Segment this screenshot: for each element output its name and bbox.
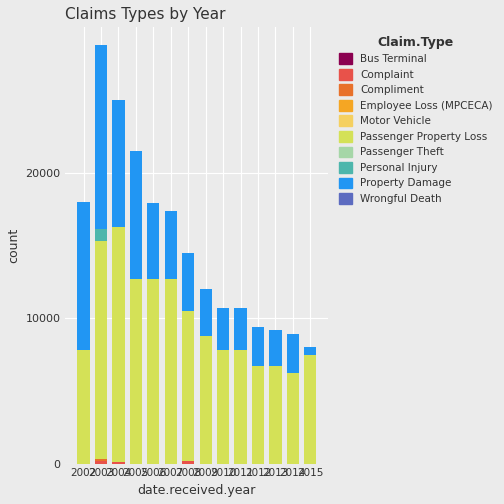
Bar [112,462,124,464]
Bar [269,366,282,464]
Bar [130,279,142,464]
Bar [182,253,195,311]
Bar [252,327,264,366]
Bar [304,354,317,464]
Bar [287,373,299,464]
Bar [304,347,317,354]
Bar [287,334,299,373]
Bar [147,279,159,464]
Legend: Bus Terminal, Complaint, Compliment, Employee Loss (MPCECA), Motor Vehicle, Pass: Bus Terminal, Complaint, Compliment, Emp… [336,32,496,207]
Bar [95,241,107,459]
Bar [200,289,212,336]
Bar [78,202,90,350]
Bar [112,227,124,462]
Bar [147,203,159,279]
Bar [200,336,212,464]
Bar [165,211,177,279]
Y-axis label: count: count [7,228,20,263]
Bar [78,350,90,464]
Bar [217,308,229,350]
Bar [182,311,195,461]
Bar [165,279,177,464]
Text: Claims Types by Year: Claims Types by Year [66,7,226,22]
Bar [252,366,264,464]
Bar [217,350,229,464]
Bar [234,350,246,464]
Bar [182,461,195,464]
Bar [95,461,107,464]
Bar [269,330,282,366]
Bar [130,151,142,279]
Bar [95,229,107,241]
Bar [234,308,246,350]
Bar [95,45,107,229]
Bar [112,100,124,227]
Bar [95,459,107,461]
X-axis label: date.received.year: date.received.year [138,484,256,497]
